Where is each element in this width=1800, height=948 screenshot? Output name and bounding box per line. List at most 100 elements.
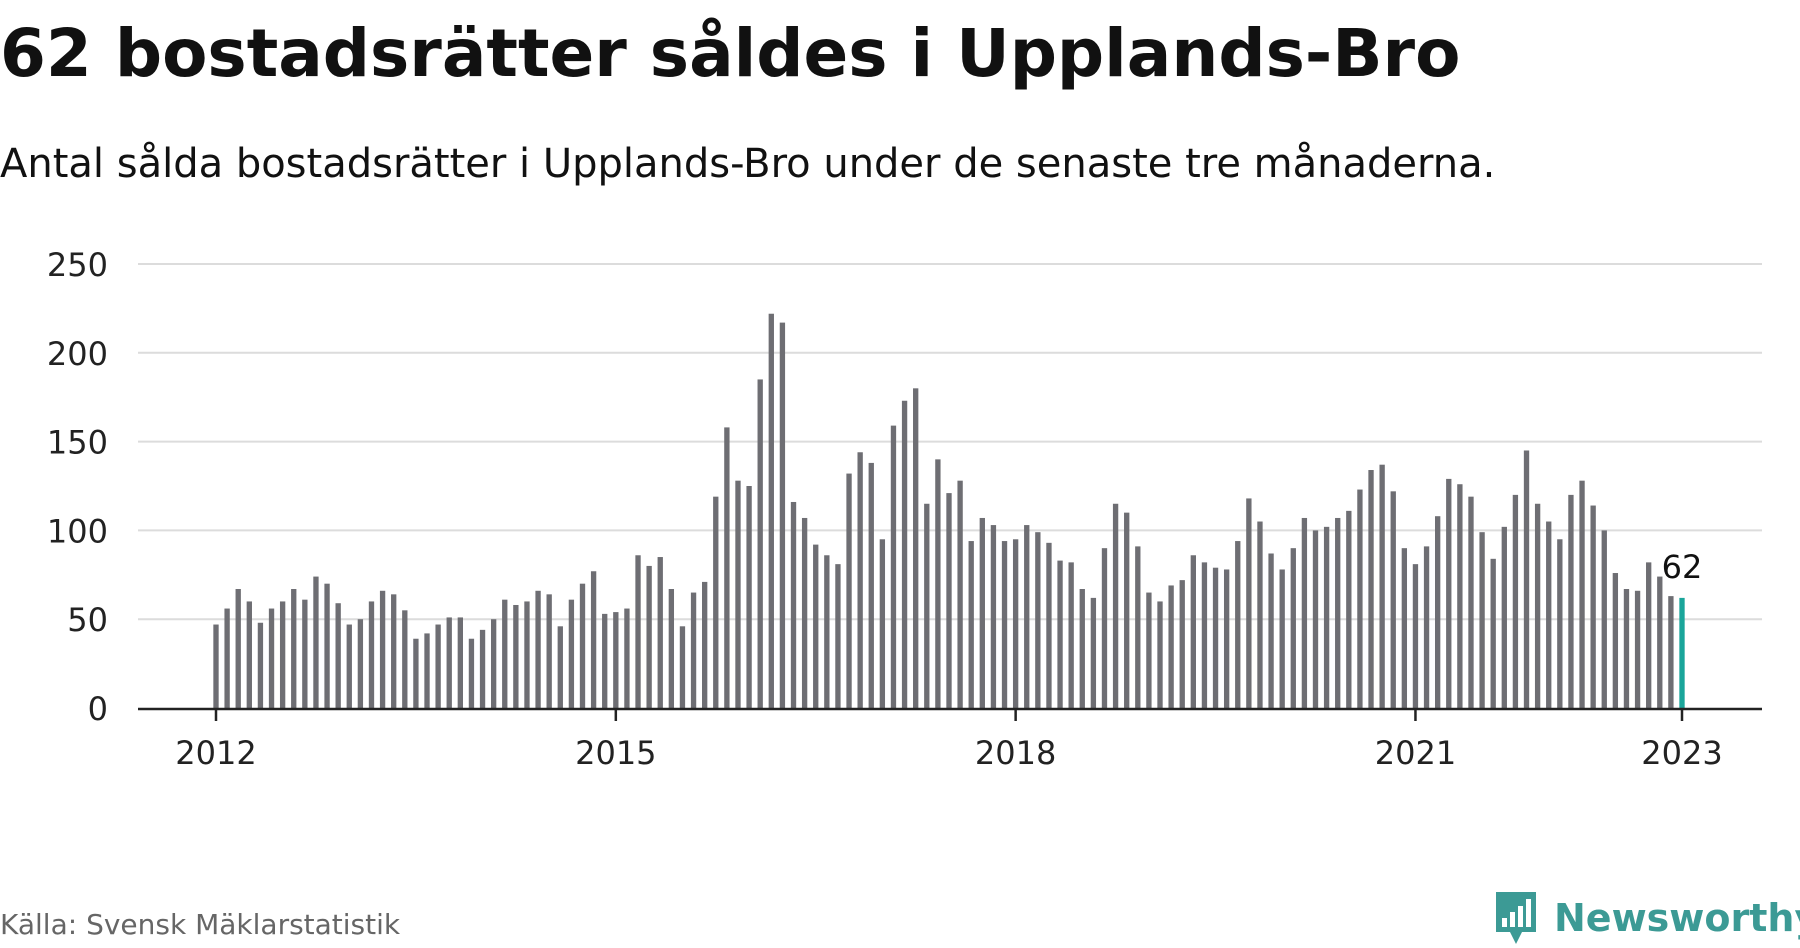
bar [968, 541, 974, 708]
bar [1435, 516, 1441, 708]
bar [535, 590, 541, 708]
bar [1401, 548, 1408, 708]
bar [824, 555, 830, 708]
bar [424, 633, 430, 708]
bar [446, 617, 452, 708]
bar [846, 473, 852, 708]
bar [868, 462, 874, 708]
bar [1523, 450, 1530, 708]
bar [1479, 532, 1485, 708]
bar [235, 589, 241, 708]
bar [1468, 496, 1474, 708]
bar [1612, 573, 1619, 708]
bar [224, 608, 230, 708]
bar [1268, 553, 1274, 708]
bar [1279, 569, 1285, 708]
bar [1457, 484, 1463, 708]
bar [1257, 521, 1263, 708]
bar [1168, 585, 1174, 708]
bar [1124, 512, 1130, 708]
bar [768, 313, 774, 708]
source-note: Källa: Svensk Mäklarstatistik [0, 908, 401, 941]
bar [879, 539, 886, 708]
bar [1590, 505, 1596, 708]
bar [268, 608, 275, 708]
bar [1146, 592, 1152, 708]
bar [613, 612, 619, 708]
bar [1246, 498, 1252, 708]
bar [1212, 567, 1219, 708]
bar [924, 503, 930, 708]
bar [1379, 464, 1385, 708]
brand-logo[interactable]: Newsworthy [1492, 888, 1800, 948]
bar [357, 619, 364, 708]
bar [590, 571, 597, 708]
bar [1112, 503, 1119, 708]
bar [735, 480, 741, 708]
bar [813, 544, 819, 708]
bar [890, 425, 897, 708]
y-tick-label: 100 [47, 512, 108, 550]
newsworthy-logo-icon [1496, 892, 1536, 944]
bar [1357, 489, 1363, 708]
bar [1490, 558, 1496, 708]
bar [1223, 569, 1230, 708]
bar [1090, 597, 1097, 708]
bar [979, 517, 985, 708]
bar [1534, 503, 1541, 708]
x-tick-label: 2012 [175, 734, 256, 772]
bar [790, 501, 797, 708]
bar [1546, 521, 1552, 708]
x-tick-label: 2023 [1641, 734, 1722, 772]
bar [746, 486, 752, 708]
bar [1335, 517, 1341, 708]
bar [657, 557, 663, 708]
bar [1623, 589, 1630, 708]
bar [291, 589, 297, 708]
bar [213, 624, 219, 708]
bar [1135, 546, 1141, 708]
bar [1601, 530, 1607, 708]
bar [1446, 478, 1452, 708]
bar [246, 601, 252, 708]
bar [1323, 526, 1330, 708]
bar [524, 601, 530, 708]
x-tick-label: 2015 [575, 734, 656, 772]
bar [1179, 580, 1185, 708]
bar [668, 589, 675, 708]
bar [1646, 562, 1652, 708]
bar [1557, 539, 1563, 708]
bar [1290, 548, 1296, 708]
bars [213, 313, 1685, 708]
bar [679, 626, 686, 708]
bar [457, 617, 463, 708]
bar [1412, 564, 1419, 708]
bar [490, 619, 497, 708]
bar [1035, 532, 1041, 708]
chart-subtitle: Antal sålda bostadsrätter i Upplands-Bro… [0, 141, 1496, 187]
bar [646, 565, 652, 708]
bar [513, 604, 519, 708]
bar [1579, 480, 1585, 708]
x-tick-label: 2021 [1375, 734, 1456, 772]
bar [1057, 560, 1063, 708]
bar [1568, 494, 1574, 708]
bar [1235, 541, 1241, 708]
bar [1501, 526, 1507, 708]
bar [1512, 494, 1519, 708]
bar [1668, 596, 1674, 708]
bar [402, 610, 408, 708]
bar [1312, 530, 1319, 708]
bar [313, 576, 319, 708]
bar [724, 427, 730, 708]
bar [1012, 539, 1019, 708]
bar [1346, 510, 1352, 708]
bar-chart: 0 50 100 150 200 250 2012 2015 2018 2021 2023 62 [47, 246, 1762, 772]
bar [279, 601, 286, 708]
bar [1301, 517, 1308, 708]
bar [1001, 541, 1008, 708]
bar [901, 400, 908, 708]
brand-name: Newsworthy [1554, 896, 1800, 940]
bar [1390, 491, 1396, 708]
bar [1368, 470, 1374, 708]
